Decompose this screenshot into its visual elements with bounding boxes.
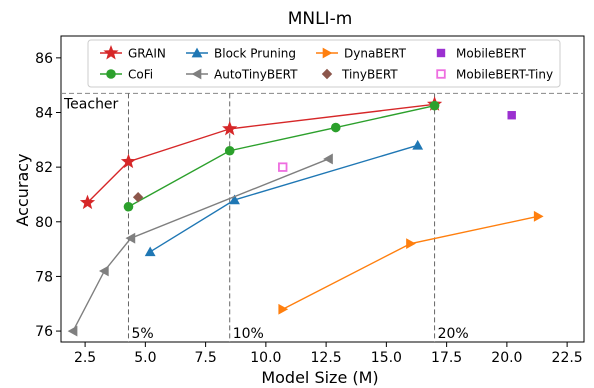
- legend: GRAIN CoFi Block Pruning AutoTinyBERT DynaBE…: [87, 39, 561, 88]
- legend-marker: [322, 47, 333, 59]
- legend-label: TinyBERT: [341, 68, 398, 82]
- data-point: [125, 232, 136, 244]
- x-tick-label: 10.0: [250, 350, 281, 366]
- data-point: [278, 303, 289, 315]
- y-tick-label: 84: [35, 106, 53, 122]
- legend-item: AutoTinyBERT: [186, 68, 298, 82]
- legend-item: Block Pruning: [186, 47, 296, 61]
- legend-label: DynaBERT: [344, 47, 407, 61]
- x-tick-label: 17.5: [431, 350, 462, 366]
- legend-label: CoFi: [128, 68, 153, 82]
- data-point: [533, 210, 544, 222]
- size-guide-label: 20%: [438, 326, 469, 342]
- series-autotinybert: [67, 153, 333, 337]
- series-line: [72, 158, 329, 332]
- data-point: [330, 122, 341, 133]
- data-point: [123, 201, 134, 212]
- plot-frame: [60, 35, 585, 343]
- y-tick-label: 76: [35, 324, 53, 340]
- legend-marker: [321, 68, 333, 80]
- legend-label: Block Pruning: [214, 47, 296, 61]
- legend-label: MobileBERT-Tiny: [456, 68, 553, 82]
- series-line: [282, 215, 539, 310]
- series-line: [87, 103, 435, 204]
- data-point: [323, 153, 333, 165]
- data-point: [278, 162, 288, 172]
- data-point: [222, 120, 238, 136]
- data-point: [229, 194, 240, 205]
- series-mobilebert: [507, 111, 516, 120]
- y-tick-label: 86: [35, 51, 53, 67]
- size-guide-label: 5%: [131, 326, 153, 342]
- x-tick-label: 12.5: [311, 350, 342, 366]
- series-line: [149, 144, 418, 253]
- series-dynabert: [278, 210, 544, 315]
- legend-item: CoFi: [100, 68, 153, 82]
- data-point: [144, 246, 156, 257]
- series-tinybert: [132, 191, 144, 203]
- chart-title: MNLI-m: [288, 9, 353, 29]
- legend-marker: [191, 68, 202, 80]
- legend-marker: [106, 69, 116, 79]
- x-axis: 2.5 5.0 7.5 10.0 12.5 15.0 17.5 20.0 22.5: [74, 342, 583, 366]
- legend-marker: [103, 45, 119, 60]
- x-axis-title: Model Size (M): [261, 368, 378, 387]
- legend-label: MobileBERT: [456, 47, 527, 61]
- x-tick-label: 15.0: [371, 350, 402, 366]
- series-layer: [67, 96, 544, 337]
- legend-marker: [436, 48, 446, 58]
- data-point: [412, 139, 424, 150]
- legend-marker: [436, 69, 446, 79]
- legend-item: TinyBERT: [321, 68, 398, 82]
- data-point: [406, 238, 416, 250]
- guide-lines: Teacher 5% 10% 20%: [61, 92, 584, 342]
- series-block-pruning: [144, 139, 424, 257]
- data-point: [132, 191, 144, 203]
- legend-item: GRAIN: [100, 45, 166, 61]
- data-point: [507, 111, 516, 120]
- legend-marker: [191, 47, 203, 58]
- series-mobilebert-tiny: [278, 162, 288, 172]
- y-axis: 76 78 80 82 84 86: [35, 51, 61, 340]
- legend-item: DynaBERT: [316, 47, 407, 61]
- series-line: [128, 104, 435, 208]
- series-cofi: [123, 100, 440, 212]
- y-axis-title: Accuracy: [13, 153, 32, 226]
- data-point: [98, 265, 109, 277]
- teacher-label: Teacher: [63, 96, 119, 112]
- data-point: [224, 145, 235, 156]
- y-tick-label: 78: [35, 269, 53, 285]
- y-tick-label: 80: [35, 215, 53, 231]
- y-tick-label: 82: [35, 160, 53, 176]
- legend-label: AutoTinyBERT: [214, 68, 298, 82]
- legend-item: MobileBERT-Tiny: [436, 68, 553, 82]
- x-tick-label: 20.0: [491, 350, 522, 366]
- legend-label: GRAIN: [128, 47, 166, 61]
- legend-item: MobileBERT: [436, 47, 527, 61]
- x-tick-label: 7.5: [194, 350, 216, 366]
- x-tick-label: 5.0: [134, 350, 156, 366]
- data-point: [67, 325, 78, 337]
- x-tick-label: 2.5: [74, 350, 96, 366]
- x-tick-label: 22.5: [552, 350, 583, 366]
- data-point: [120, 153, 137, 169]
- data-point: [429, 100, 440, 111]
- data-point: [79, 194, 96, 210]
- size-guide-label: 10%: [233, 326, 264, 342]
